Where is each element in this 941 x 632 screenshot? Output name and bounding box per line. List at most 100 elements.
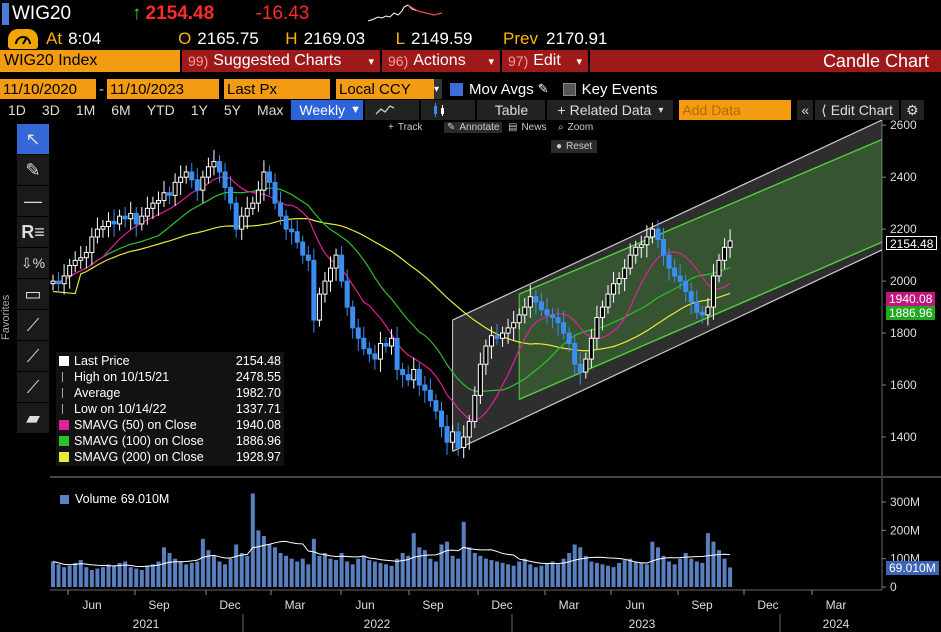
volume-tick-label: 200M: [890, 523, 920, 537]
month-label: Dec: [491, 598, 512, 612]
plus-icon: +: [557, 102, 566, 118]
volume-bar: [156, 561, 161, 587]
tab-max[interactable]: Max: [256, 102, 284, 118]
volume-average-line: [52, 540, 731, 568]
volume-bar: [567, 553, 572, 587]
mov-avgs-checkbox[interactable]: [450, 82, 463, 96]
text-tool[interactable]: R≡: [17, 217, 49, 248]
chevron-down-icon: ▾: [658, 104, 664, 116]
candle-body: [627, 254, 633, 269]
end-date-input[interactable]: 11/10/2023: [107, 79, 219, 99]
volume-bar: [322, 553, 327, 587]
fib-tool[interactable]: ⟋: [17, 372, 49, 403]
volume-bar: [711, 541, 716, 587]
zoom-button[interactable]: ⌕ Zoom: [558, 122, 593, 133]
date-separator: -: [99, 80, 104, 98]
start-date-input[interactable]: 11/10/2020: [0, 79, 96, 99]
symbol[interactable]: WIG20: [12, 3, 72, 24]
frequency-select[interactable]: Weekly ▼: [291, 100, 364, 120]
currency-dropdown-icon[interactable]: ▾: [434, 79, 442, 99]
candle-chart-button[interactable]: [421, 100, 476, 120]
currency-select[interactable]: Local CCY: [336, 79, 434, 99]
price-field-select[interactable]: Last Px: [224, 79, 330, 99]
edit-chart-label: Edit Chart: [830, 102, 893, 118]
tab-3d[interactable]: 3D: [41, 102, 60, 118]
channel-icon: ⟋: [26, 345, 40, 366]
candle-body: [516, 314, 522, 324]
line-tool[interactable]: —: [17, 186, 49, 217]
volume-swatch: [60, 494, 69, 504]
rectangle-tool[interactable]: ▭: [17, 279, 49, 310]
volume-bar: [722, 558, 727, 587]
volume-bar: [611, 567, 616, 587]
key-events-checkbox[interactable]: [562, 82, 576, 96]
volume-bar: [245, 555, 250, 587]
tab-6m[interactable]: 6M: [111, 102, 131, 118]
candle-body: [56, 280, 62, 285]
candle-body: [139, 215, 145, 225]
candle-body: [344, 280, 350, 308]
quote-time: 8:04: [68, 29, 102, 48]
menu-number: 96): [388, 53, 409, 69]
percent-tool[interactable]: ⇩%: [17, 248, 49, 279]
gear-icon[interactable]: ⚙: [900, 100, 924, 120]
security-field[interactable]: WIG20 Index: [0, 50, 180, 72]
volume-label: Volume: [75, 492, 117, 506]
actions-menu[interactable]: 96) Actions ▾: [382, 50, 502, 72]
green-lower-line: [518, 241, 883, 400]
candle-body: [605, 293, 611, 308]
tab-1d[interactable]: 1D: [8, 102, 26, 118]
annotate-button[interactable]: ✎ Annotate: [444, 122, 503, 133]
pencil-icon[interactable]: ✎: [537, 81, 549, 96]
volume-bar: [273, 547, 277, 587]
tab-1m[interactable]: 1M: [75, 102, 96, 118]
news-button[interactable]: ▤ News: [508, 122, 546, 133]
candle-body: [255, 189, 261, 204]
year-label: 2024: [823, 617, 850, 631]
collapse-icon[interactable]: «: [797, 100, 814, 120]
legend-swatch: [62, 388, 66, 398]
up-arrow-icon: ↑: [132, 3, 142, 24]
frequency-label: Weekly: [299, 102, 346, 118]
volume-bar: [145, 565, 150, 587]
tab-ytd[interactable]: YTD: [146, 102, 175, 118]
volume-bar: [600, 564, 605, 587]
track-button[interactable]: + Track: [388, 122, 422, 133]
candle-body: [339, 254, 345, 282]
tab-1y[interactable]: 1Y: [190, 102, 208, 118]
volume-bar: [428, 558, 433, 587]
news-icon: ▤: [508, 122, 518, 133]
pen-tool[interactable]: ✎: [17, 155, 49, 186]
pointer-tool[interactable]: ↖: [17, 124, 49, 155]
menu-number: 97): [508, 53, 529, 69]
add-data-input[interactable]: Add Data: [679, 100, 792, 120]
edit-chart-button[interactable]: ⟨ Edit Chart: [815, 100, 899, 120]
volume-bar: [500, 562, 505, 587]
reset-button[interactable]: ● Reset: [551, 140, 598, 153]
pen-icon: ✎: [25, 159, 41, 180]
channel-tool[interactable]: ⟋: [17, 341, 49, 372]
table-button[interactable]: Table: [477, 100, 546, 120]
trendline-tool[interactable]: ⟋: [17, 310, 49, 341]
month-label: Dec: [219, 598, 240, 612]
candle-body: [572, 342, 578, 365]
line-chart-button[interactable]: [365, 100, 420, 120]
volume-bar: [622, 560, 627, 587]
candle-body: [466, 420, 472, 438]
rectangle-icon: ▭: [24, 283, 42, 304]
volume-bar: [267, 544, 272, 587]
quote-details: At 8:04 O 2165.75 H 2169.03 L 2149.59 Pr…: [0, 28, 941, 50]
price-chart[interactable]: 1400160018002000220024002600300M200M100M…: [0, 120, 941, 632]
volume-bar: [339, 553, 344, 587]
edit-menu[interactable]: 97) Edit ▾: [502, 50, 590, 72]
volume-bar: [89, 570, 94, 587]
volume-bar: [467, 547, 472, 587]
related-data-button[interactable]: + Related Data ▾: [547, 100, 674, 120]
volume-bar: [550, 561, 555, 587]
chart-parameters: 11/10/2020 - 11/10/2023 Last Px Local CC…: [0, 78, 941, 100]
tab-5y[interactable]: 5Y: [223, 102, 241, 118]
band-tool[interactable]: ▰: [17, 403, 49, 434]
suggested-charts-menu[interactable]: 99) Suggested Charts ▾: [182, 50, 382, 72]
price-tick-label: 1800: [890, 326, 917, 340]
volume-bar: [289, 558, 294, 587]
